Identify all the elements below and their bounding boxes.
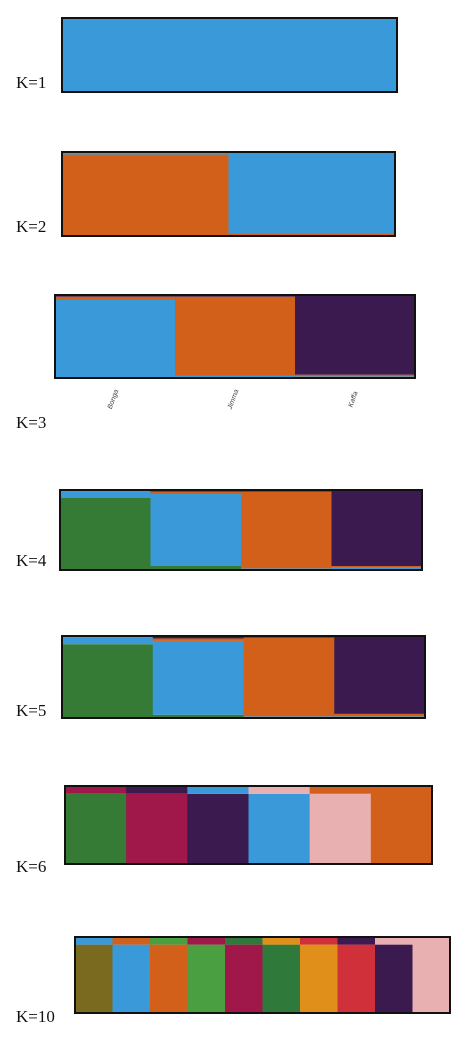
- ancestry-segment: [62, 152, 229, 155]
- ancestry-segment: [60, 498, 151, 570]
- ancestry-segment: [300, 944, 338, 1013]
- ancestry-segment: [248, 793, 311, 864]
- panel-title: K=10: [16, 1007, 55, 1026]
- ancestry-segment: [241, 491, 332, 569]
- ancestry-segment: [65, 786, 127, 794]
- ancestry-segment: [187, 944, 226, 1013]
- ancestry-segment: [337, 937, 376, 945]
- panel-title: K=5: [16, 701, 46, 720]
- ancestry-segment: [62, 18, 398, 92]
- ancestry-segment: [55, 296, 176, 300]
- population-label: Bonga: [107, 389, 121, 411]
- panel-frame: [61, 635, 426, 719]
- ancestry-segment: [262, 944, 301, 1013]
- ancestry-segment: [300, 937, 338, 945]
- ancestry-segment: [331, 567, 423, 570]
- ancestry-segment: [412, 937, 451, 1013]
- ancestry-segment: [370, 786, 433, 864]
- ancestry-segment: [65, 793, 127, 864]
- ancestry-segment: [309, 786, 372, 794]
- ancestry-segment: [112, 944, 151, 1013]
- panel-frame: [64, 785, 433, 865]
- ancestry-segment: [150, 937, 188, 945]
- ancestry-segment: [175, 375, 296, 378]
- ancestry-segment: [228, 152, 396, 234]
- panel-frame: [61, 17, 398, 93]
- ancestry-segment: [75, 937, 113, 945]
- ancestry-segment: [262, 937, 301, 945]
- ancestry-segment: [150, 494, 242, 566]
- panel-frame: [74, 936, 451, 1014]
- ancestry-segment: [331, 566, 423, 568]
- ancestry-segment: [150, 491, 242, 494]
- ancestry-segment: [331, 490, 423, 566]
- ancestry-segment: [225, 944, 263, 1013]
- ancestry-segment: [126, 793, 188, 864]
- ancestry-segment: [152, 714, 244, 718]
- panel-frame: [61, 151, 396, 237]
- ancestry-segment: [295, 374, 416, 377]
- ancestry-segment: [375, 944, 413, 1013]
- ancestry-segment: [75, 944, 113, 1013]
- ancestry-segment: [334, 636, 426, 714]
- ancestry-segment: [152, 636, 244, 639]
- population-label: Jimma: [226, 389, 240, 412]
- panel-frame: [54, 294, 416, 379]
- ancestry-segment: [62, 644, 154, 718]
- ancestry-segment: [150, 944, 188, 1013]
- panel-title: K=3: [16, 413, 46, 432]
- ancestry-segment: [248, 786, 311, 794]
- ancestry-segment: [175, 296, 296, 376]
- ancestry-segment: [150, 566, 242, 570]
- ancestry-segment: [55, 299, 176, 378]
- ancestry-segment: [334, 713, 426, 717]
- ancestry-segment: [228, 233, 396, 236]
- panel-title: K=6: [16, 857, 46, 876]
- ancestry-segment: [112, 937, 151, 945]
- ancestry-segment: [337, 944, 376, 1013]
- ancestry-segment: [60, 491, 151, 498]
- ancestry-segment: [295, 295, 416, 375]
- panel-title: K=2: [16, 217, 46, 236]
- panel-title: K=4: [16, 551, 47, 570]
- ancestry-segment: [243, 637, 335, 717]
- ancestry-segment: [126, 786, 188, 794]
- ancestry-segment: [152, 638, 244, 641]
- ancestry-segment: [309, 793, 372, 864]
- ancestry-segment: [152, 640, 244, 715]
- ancestry-segment: [62, 637, 154, 645]
- population-label: Kaffa: [348, 391, 360, 409]
- panel-title: K=1: [16, 73, 46, 92]
- ancestry-segment: [225, 937, 263, 945]
- panel-frame: [59, 489, 423, 571]
- ancestry-segment: [187, 937, 226, 945]
- ancestry-segment: [62, 154, 229, 236]
- ancestry-segment: [187, 786, 249, 794]
- ancestry-segment: [187, 793, 249, 864]
- ancestry-segment: [375, 937, 413, 945]
